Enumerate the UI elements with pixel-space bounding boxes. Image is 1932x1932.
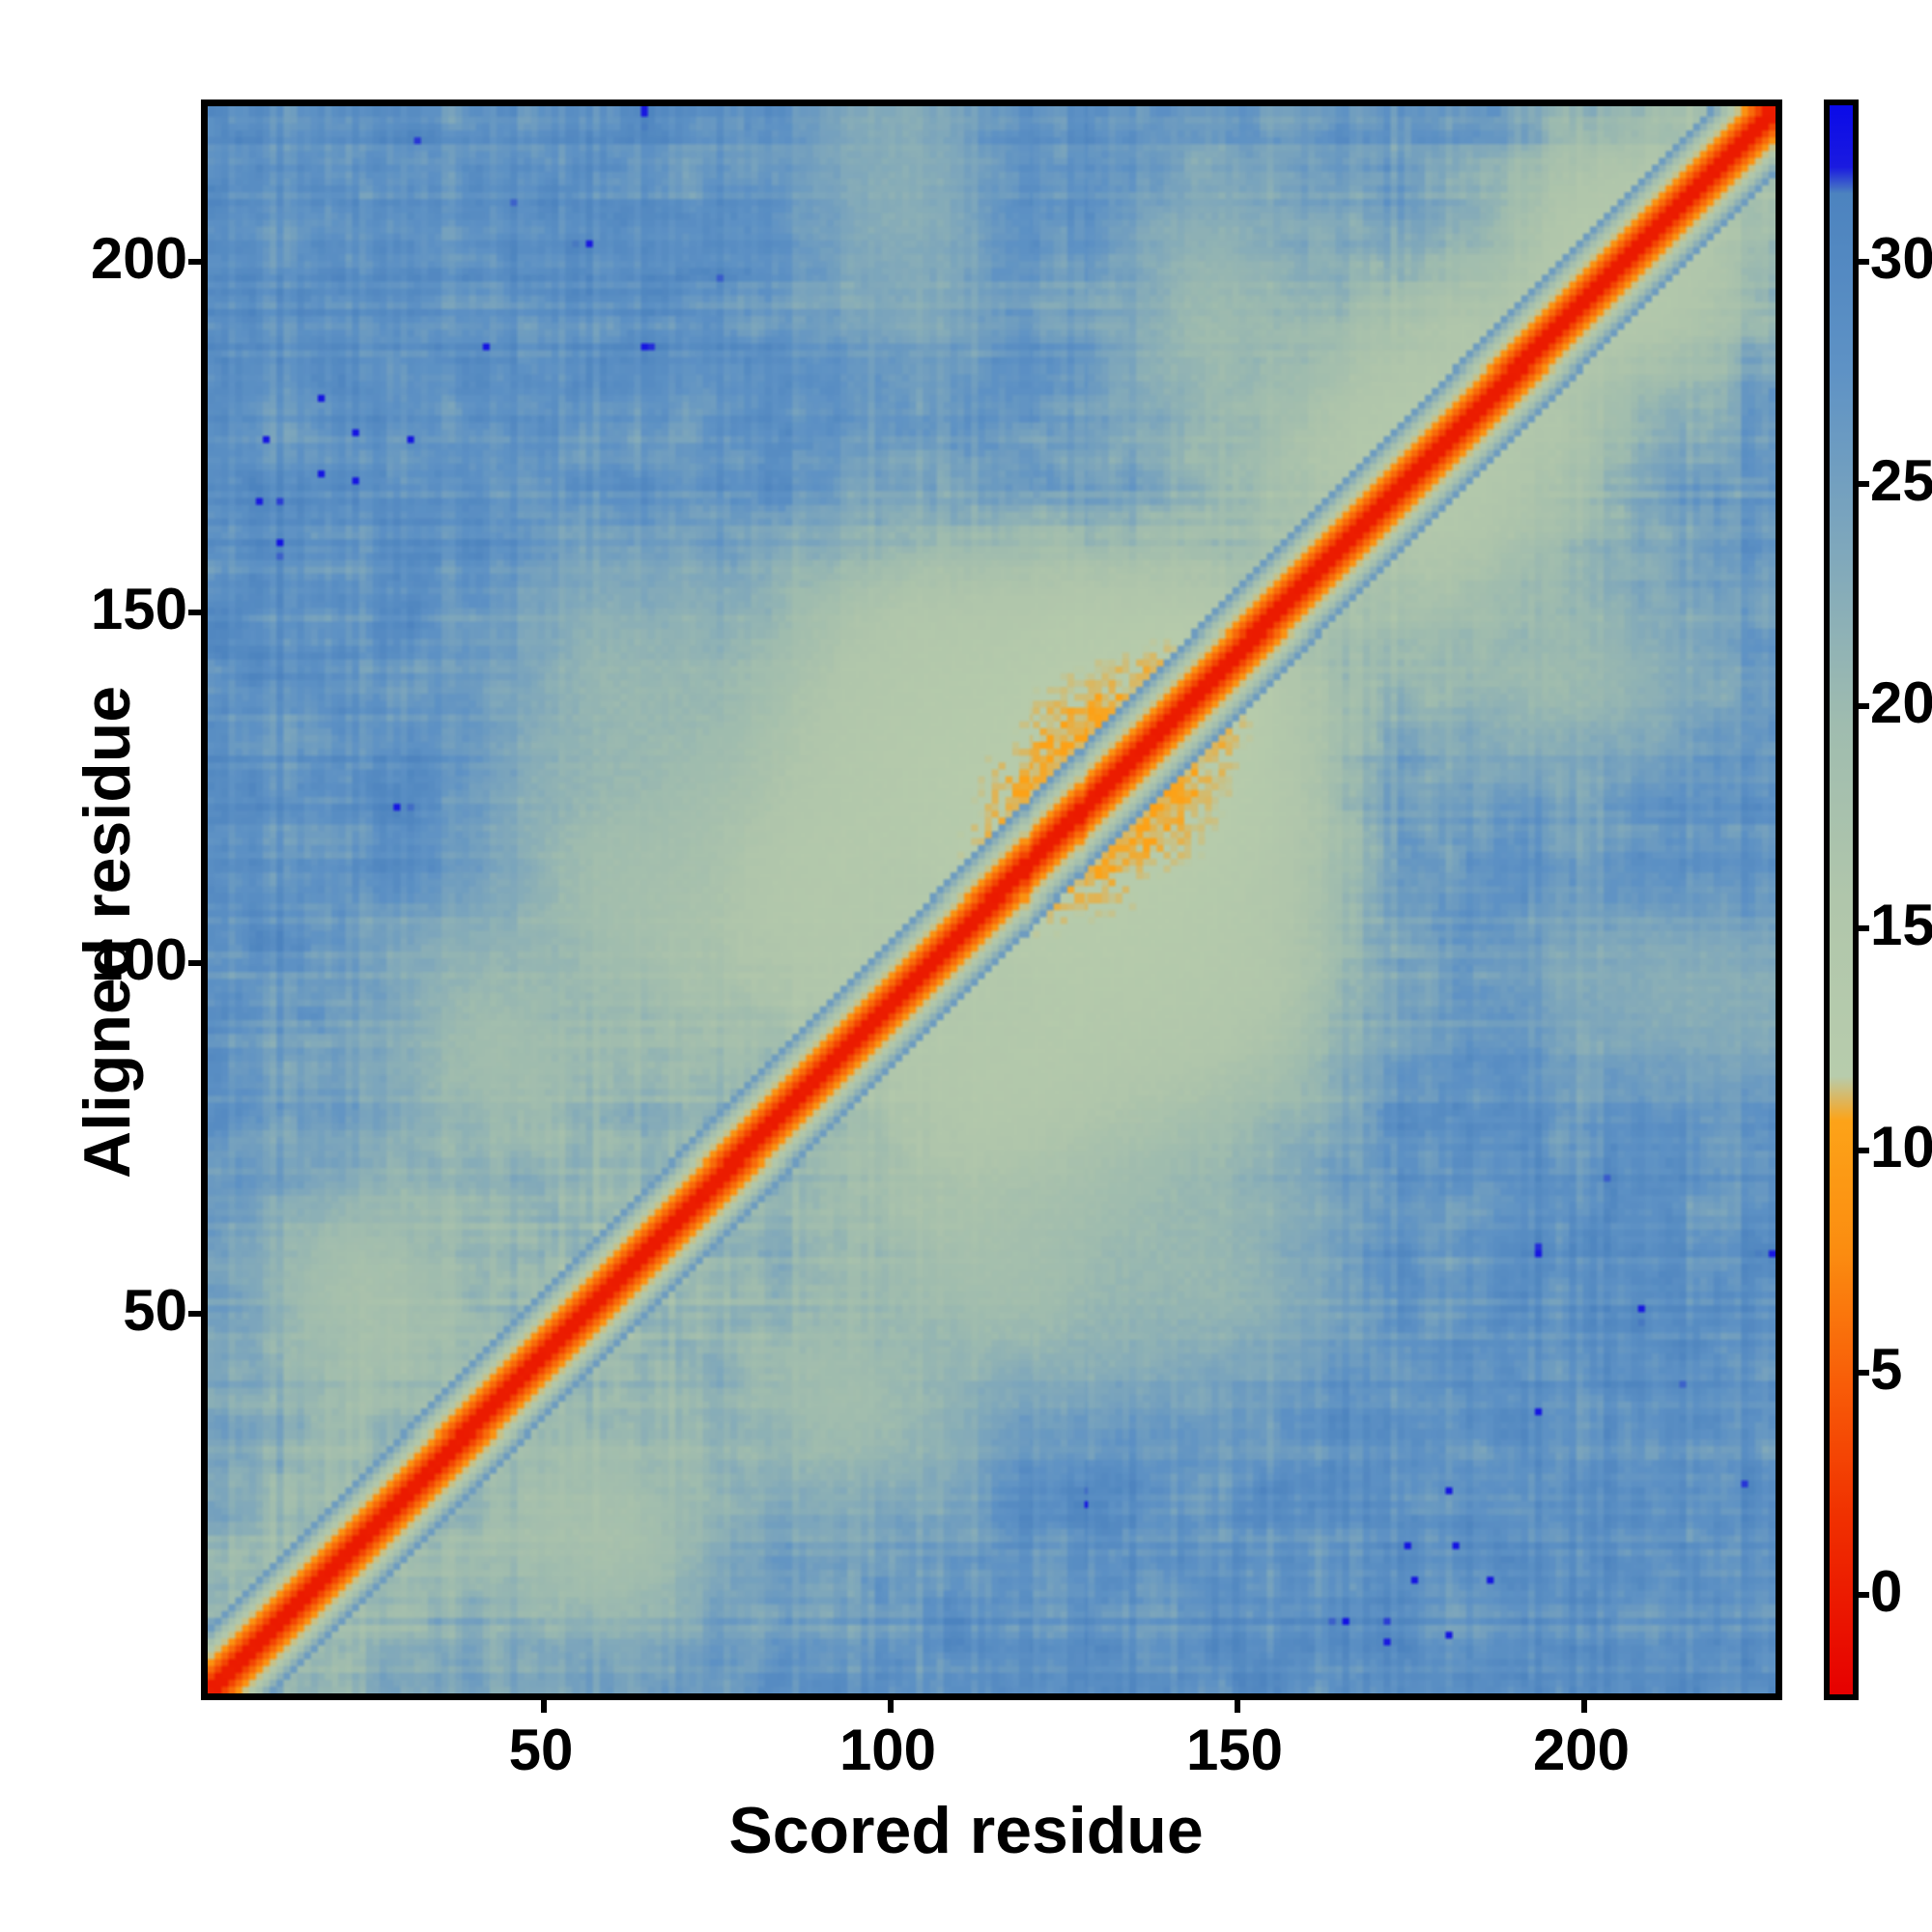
colorbar-label-5: 5 xyxy=(1870,1337,1903,1402)
y-tick-label-50: 50 xyxy=(123,1278,187,1343)
colorbar-tick-5 xyxy=(1859,1370,1869,1376)
y-axis-label: Aligned residue xyxy=(71,685,144,1179)
y-tick-label-150: 150 xyxy=(90,577,187,641)
y-tick-label-200: 200 xyxy=(90,226,187,291)
y-tick-100 xyxy=(188,960,201,966)
y-tick-50 xyxy=(188,1311,201,1317)
x-tick-50 xyxy=(541,1700,547,1713)
x-tick-100 xyxy=(888,1700,894,1713)
colorbar-label-10: 10 xyxy=(1870,1115,1932,1179)
x-tick-label-200: 200 xyxy=(1532,1718,1631,1782)
colorbar-tick-0 xyxy=(1859,1592,1869,1598)
colorbar-label-0: 0 xyxy=(1870,1559,1903,1624)
y-tick-200 xyxy=(188,259,201,265)
colorbar-tick-20 xyxy=(1859,703,1869,709)
colorbar-label-30: 30 xyxy=(1870,226,1932,291)
x-tick-label-100: 100 xyxy=(838,1718,937,1782)
colorbar-tick-15 xyxy=(1859,925,1869,931)
x-tick-label-150: 150 xyxy=(1185,1718,1284,1782)
colorbar-tick-25 xyxy=(1859,481,1869,487)
colorbar-label-25: 25 xyxy=(1870,448,1932,513)
y-tick-150 xyxy=(188,610,201,615)
colorbar-tick-10 xyxy=(1859,1148,1869,1153)
colorbar-label-15: 15 xyxy=(1870,893,1932,957)
heatmap-plot-area xyxy=(201,99,1782,1700)
x-axis-label: Scored residue xyxy=(728,1794,1204,1867)
colorbar-label-20: 20 xyxy=(1870,670,1932,735)
colorbar-gradient xyxy=(1830,105,1853,1694)
x-tick-150 xyxy=(1235,1700,1240,1713)
x-tick-200 xyxy=(1581,1700,1587,1713)
y-tick-label-100: 100 xyxy=(90,927,187,992)
colorbar-tick-30 xyxy=(1859,259,1869,265)
heatmap-canvas xyxy=(208,106,1776,1693)
colorbar xyxy=(1824,99,1859,1700)
x-tick-label-50: 50 xyxy=(508,1718,574,1782)
